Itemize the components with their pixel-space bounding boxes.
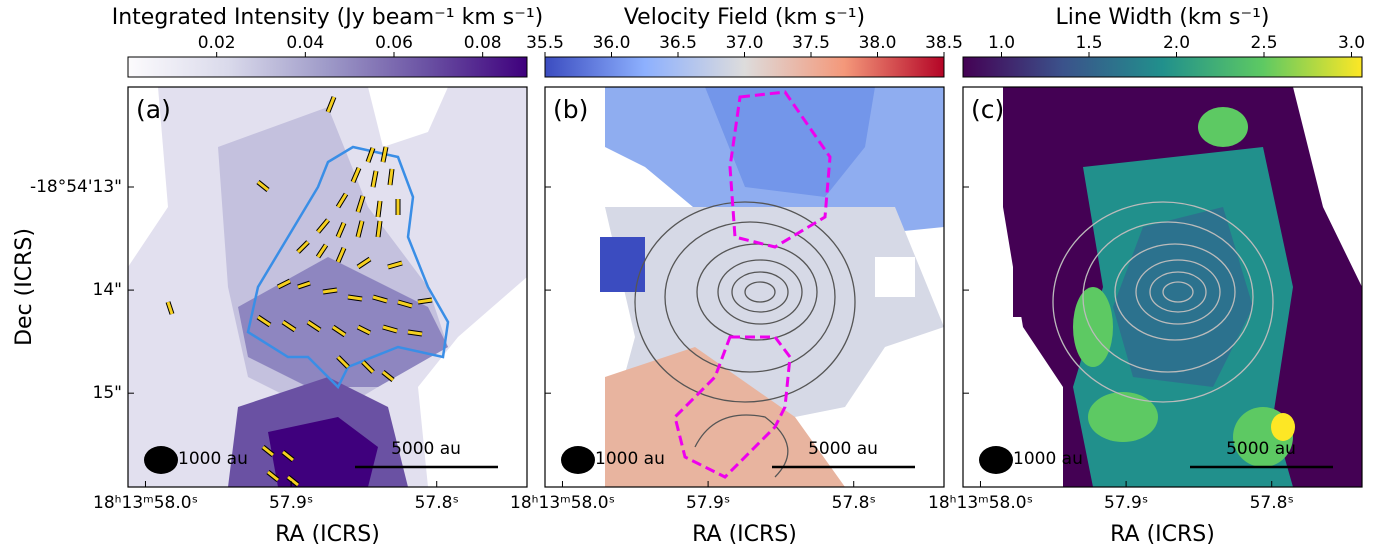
colorbar bbox=[544, 56, 945, 78]
colorbar-tick-label: 0.06 bbox=[375, 33, 413, 53]
x-tick-label: 57.9ˢ bbox=[269, 493, 313, 513]
panel-label: (a) bbox=[136, 95, 171, 124]
beam bbox=[561, 446, 595, 474]
colorbar-tick-label: 0.04 bbox=[286, 33, 324, 53]
scale-bar-label: 5000 au bbox=[391, 439, 461, 459]
panel-frame bbox=[544, 86, 945, 488]
colorbar-title: Integrated Intensity (Jy beam⁻¹ km s⁻¹) bbox=[112, 5, 544, 30]
x-tick-label: 57.9ˢ bbox=[1104, 493, 1148, 513]
scale-bar-label: 5000 au bbox=[1226, 439, 1296, 459]
y-axis-label: Dec (ICRS) bbox=[12, 228, 37, 346]
x-tick-label: 57.8ˢ bbox=[415, 493, 459, 513]
x-axis-label: RA (ICRS) bbox=[1110, 522, 1215, 547]
panel-b-image bbox=[545, 87, 944, 487]
y-tick-label: 14" bbox=[93, 280, 122, 300]
y-tick-label: 15" bbox=[93, 383, 122, 403]
colorbar-tick-label: 0.02 bbox=[198, 33, 236, 53]
colorbar-tick-label: 2.5 bbox=[1250, 33, 1277, 53]
panel-label: (b) bbox=[553, 95, 588, 124]
panel-label: (c) bbox=[971, 95, 1004, 124]
colorbar-tick-label: 37.0 bbox=[726, 33, 764, 53]
colorbar-tick-label: 2.0 bbox=[1163, 33, 1190, 53]
x-axis-label: RA (ICRS) bbox=[692, 522, 797, 547]
x-tick-label: 57.8ˢ bbox=[1250, 493, 1294, 513]
colorbar bbox=[127, 56, 528, 78]
colorbar-tick-label: 37.5 bbox=[792, 33, 830, 53]
beam-label: 1000 au bbox=[1013, 449, 1083, 469]
x-tick-label: 18ʰ13ᵐ58.0ˢ bbox=[928, 493, 1033, 513]
panel-frame bbox=[127, 86, 528, 488]
x-tick-label: 57.8ˢ bbox=[832, 493, 876, 513]
x-tick-label: 18ʰ13ᵐ58.0ˢ bbox=[93, 493, 198, 513]
colorbar-tick-label: 1.5 bbox=[1075, 33, 1102, 53]
x-tick-label: 18ʰ13ᵐ58.0ˢ bbox=[510, 493, 615, 513]
beam-label: 1000 au bbox=[178, 449, 248, 469]
colorbar-title: Velocity Field (km s⁻¹) bbox=[624, 5, 865, 30]
colorbar-tick-label: 36.5 bbox=[659, 33, 697, 53]
beam bbox=[144, 446, 178, 474]
colorbar-tick-label: 35.5 bbox=[526, 33, 564, 53]
colorbar-tick-label: 0.08 bbox=[464, 33, 502, 53]
colorbar-tick-label: 1.0 bbox=[988, 33, 1015, 53]
colorbar-tick-label: 38.0 bbox=[859, 33, 897, 53]
colorbar-tick-label: 3.0 bbox=[1338, 33, 1365, 53]
colorbar-tick-label: 36.0 bbox=[593, 33, 631, 53]
colorbar-title: Line Width (km s⁻¹) bbox=[1056, 5, 1270, 30]
colorbar bbox=[962, 56, 1363, 78]
beam-label: 1000 au bbox=[595, 449, 665, 469]
x-tick-label: 57.9ˢ bbox=[686, 493, 730, 513]
panel-c-image bbox=[963, 87, 1362, 487]
x-axis-label: RA (ICRS) bbox=[275, 522, 380, 547]
colorbar-tick-label: 38.5 bbox=[925, 33, 963, 53]
scale-bar-label: 5000 au bbox=[808, 439, 878, 459]
beam bbox=[979, 446, 1013, 474]
y-tick-label: -18°54'13" bbox=[30, 177, 122, 197]
panel-a-image bbox=[128, 87, 527, 487]
panel-frame bbox=[962, 86, 1363, 488]
